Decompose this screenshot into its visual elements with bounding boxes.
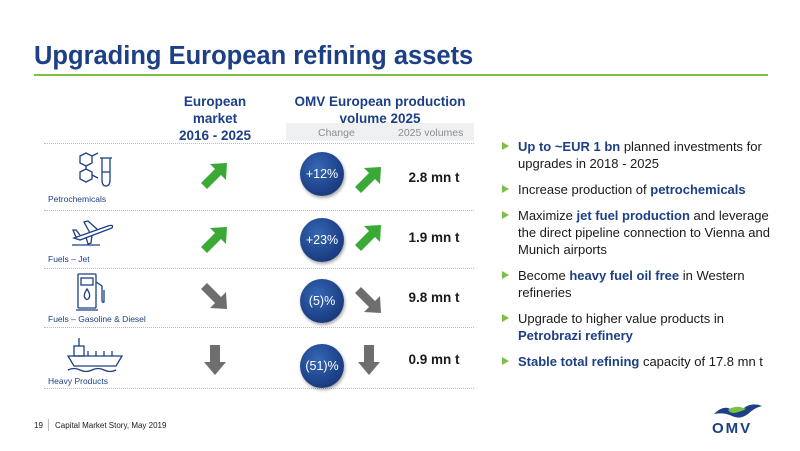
- bullet-text: Increase production of: [518, 182, 651, 197]
- column-header-market: European market 2016 - 2025: [160, 93, 270, 144]
- bullet-item: Increase production of petrochemicals: [500, 181, 780, 198]
- bullet-triangle-icon: [502, 357, 509, 365]
- title-underline: [34, 74, 768, 76]
- bullet-item: Upgrade to higher value products in Petr…: [500, 310, 780, 344]
- bullet-text: Maximize: [518, 208, 577, 223]
- bullet-emphasis: Up to ~EUR 1 bn: [518, 139, 621, 154]
- row-divider: [44, 210, 474, 211]
- bullet-item: Stable total refining capacity of 17.8 m…: [500, 353, 780, 370]
- bullet-item: Become heavy fuel oil free in Western re…: [500, 267, 780, 301]
- ship-icon: [66, 338, 124, 372]
- bullet-emphasis: Petrobrazi refinery: [518, 328, 633, 343]
- change-badge-heavy-products: (51)%: [300, 344, 344, 388]
- market-trend-down-arrow-icon: [201, 283, 227, 309]
- row-label-jet: Fuels – Jet: [48, 254, 90, 264]
- bullet-text: in Western refineries: [518, 268, 745, 300]
- row-divider: [44, 388, 474, 389]
- bullet-emphasis: petrochemicals: [650, 182, 746, 197]
- change-badge-jet: +23%: [300, 218, 344, 262]
- fuel-pump-icon: [76, 273, 105, 311]
- bullet-triangle-icon: [502, 314, 509, 322]
- bullet-text: Upgrade to higher value products in: [518, 311, 724, 326]
- bullet-item: Maximize jet fuel production and leverag…: [500, 207, 780, 258]
- bullet-item: Up to ~EUR 1 bn planned investments for …: [500, 138, 780, 172]
- row-label-heavy-products: Heavy Products: [48, 376, 108, 386]
- subheader-change: Change: [318, 127, 355, 139]
- subheader-band: [286, 123, 474, 141]
- volume-heavy-products: 0.9 mn t: [408, 352, 460, 367]
- omv-trend-strong-down-arrow-icon: [358, 345, 380, 375]
- row-divider: [44, 327, 474, 328]
- bullet-emphasis: jet fuel production: [576, 208, 690, 223]
- column-header-omv-line1: OMV European production: [294, 94, 466, 109]
- footer-divider: [48, 419, 49, 431]
- market-trend-up-arrow-icon: [201, 163, 227, 189]
- omv-logo-text: OMV: [712, 420, 753, 437]
- bullet-text: Become: [518, 268, 570, 283]
- omv-trend-up-arrow-icon: [355, 225, 381, 251]
- footer-text: Capital Market Story, May 2019: [55, 421, 167, 430]
- bullet-emphasis: Stable total refining: [518, 354, 640, 369]
- market-trend-strong-down-arrow-icon: [204, 345, 226, 375]
- volume-petrochemicals: 2.8 mn t: [408, 170, 460, 185]
- page-title: Upgrading European refining assets: [34, 42, 474, 70]
- omv-trend-up-arrow-icon: [355, 167, 381, 193]
- bullet-triangle-icon: [502, 185, 509, 193]
- volume-gasoline-diesel: 9.8 mn t: [408, 290, 460, 305]
- bullet-triangle-icon: [502, 271, 509, 279]
- column-header-omv: OMV European production volume 2025: [286, 93, 474, 127]
- omv-trend-down-arrow-icon: [355, 287, 381, 313]
- row-divider: [44, 143, 474, 144]
- bullet-triangle-icon: [502, 142, 509, 150]
- bullet-list: Up to ~EUR 1 bn planned investments for …: [500, 138, 780, 379]
- page-number: 19: [34, 421, 43, 430]
- change-badge-gasoline-diesel: (5)%: [300, 279, 344, 323]
- column-header-market-line1: European market: [183, 94, 247, 126]
- bullet-triangle-icon: [502, 211, 509, 219]
- bullet-emphasis: heavy fuel oil free: [569, 268, 680, 283]
- volume-jet: 1.9 mn t: [408, 230, 460, 245]
- airplane-icon: [71, 220, 114, 246]
- column-header-omv-line2: volume 2025: [339, 111, 421, 126]
- subheader-volumes: 2025 volumes: [398, 127, 464, 139]
- column-header-market-line2: 2016 - 2025: [178, 128, 252, 143]
- omv-logo-icon: [714, 404, 762, 418]
- row-label-gasoline-diesel: Fuels – Gasoline & Diesel: [48, 314, 146, 324]
- market-trend-up-arrow-icon: [201, 227, 227, 253]
- bullet-text: capacity of 17.8 mn t: [639, 354, 763, 369]
- bullet-text: planned investments for upgrades in 2018…: [518, 139, 762, 171]
- row-label-petrochemicals: Petrochemicals: [48, 194, 107, 204]
- bullet-text: and leverage the direct pipeline connect…: [518, 208, 771, 257]
- change-badge-petrochemicals: +12%: [300, 152, 344, 196]
- row-divider: [44, 268, 474, 269]
- petrochemicals-icon: [79, 152, 112, 187]
